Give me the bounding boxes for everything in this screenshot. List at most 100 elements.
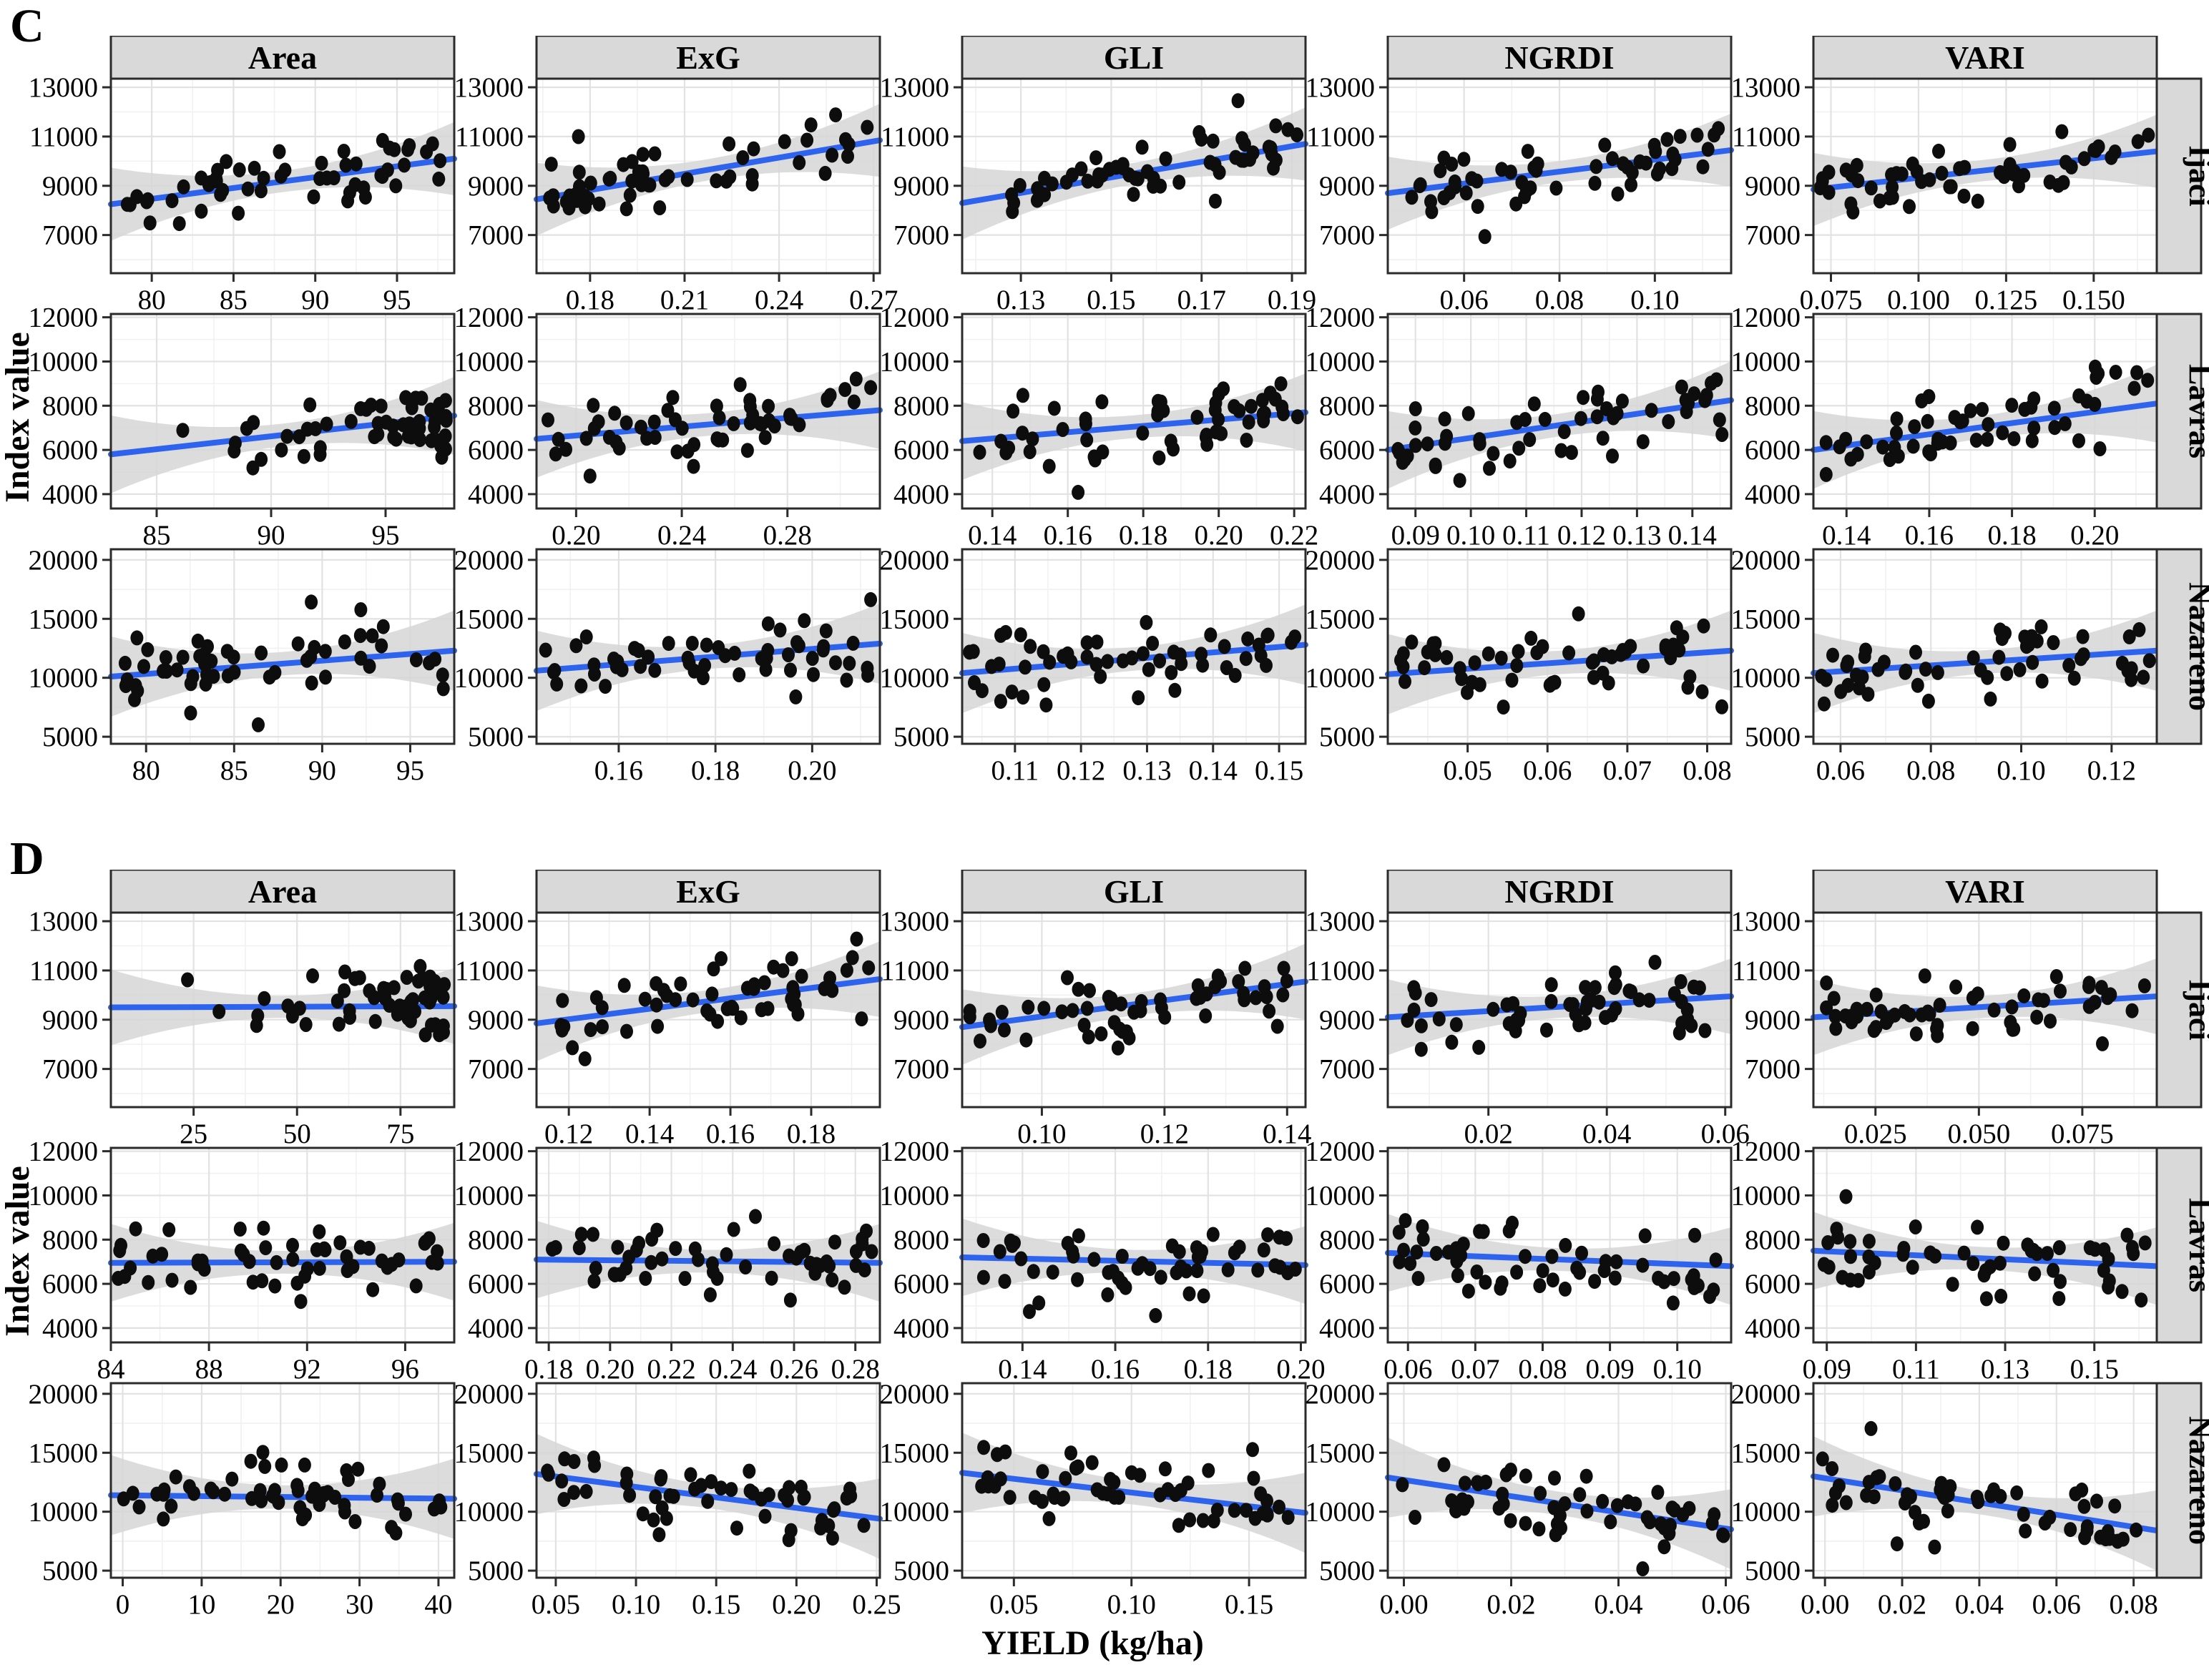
trend-line xyxy=(1811,647,2160,677)
x-tick-label: 0.12 xyxy=(544,1119,593,1149)
subplot-C-Nazareno-VARI: 0.06 0.08 0.10 0.12 5000 10000 15000 20000 Nazar… xyxy=(1731,545,2209,786)
y-tick-label: 7000 xyxy=(893,220,949,251)
x-tick-label: 0.18 xyxy=(691,755,740,785)
y-tick-label: 4000 xyxy=(42,479,98,510)
x-tick-label: 0.26 xyxy=(770,1354,818,1385)
plot-border xyxy=(109,1382,456,1579)
facet-strip-label: NGRDI xyxy=(1504,873,1614,910)
x-tick-label: 0.07 xyxy=(1603,755,1652,785)
x-tick-label: 84 xyxy=(97,1354,125,1385)
subplot-D-Ijaci-Area: 25 50 75 7000 9000 11000 13000 Area xyxy=(29,868,457,1149)
y-tick-label: 6000 xyxy=(42,1269,98,1300)
y-tick-label: 5000 xyxy=(468,722,524,752)
y-tick-label: 12000 xyxy=(1306,1136,1376,1167)
x-tick-label: 0.07 xyxy=(1451,1354,1499,1385)
y-tick-label: 10000 xyxy=(29,1497,99,1528)
y-tick-label: 5000 xyxy=(1745,722,1801,752)
x-tick-label: 85 xyxy=(220,285,248,315)
y-tick-label: 11000 xyxy=(1732,956,1801,986)
x-tick-label: 0.16 xyxy=(594,755,643,785)
x-tick-label: 0.18 xyxy=(1184,1354,1233,1385)
subplot-D-Ijaci-ExG: 0.12 0.14 0.16 0.18 7000 9000 11000 13000 ExG xyxy=(454,868,883,1149)
y-tick-label: 11000 xyxy=(29,956,98,986)
x-tick-label: 95 xyxy=(372,520,400,551)
y-tick-label: 10000 xyxy=(29,1180,99,1211)
y-tick-label: 10000 xyxy=(880,1497,950,1528)
y-tick-label: 13000 xyxy=(880,72,950,103)
plot-border xyxy=(1386,313,1733,510)
y-tick-label: 9000 xyxy=(1319,1005,1375,1036)
facet-strip-label: GLI xyxy=(1104,39,1164,76)
facet-strip-GLI xyxy=(961,34,1307,80)
scatter-points xyxy=(120,132,447,232)
x-tick-label: 0.02 xyxy=(1464,1119,1513,1149)
plot-border xyxy=(1386,1146,1733,1344)
y-tick-label: 10000 xyxy=(1731,1180,1801,1211)
facet-row-label: Ijaci xyxy=(2183,979,2209,1041)
scatter-points xyxy=(963,961,1293,1056)
x-tick-label: 90 xyxy=(258,520,285,551)
y-tick-label: 8000 xyxy=(893,390,949,421)
x-tick-label: 85 xyxy=(220,755,248,785)
subplot-C-Lavras-GLI: 0.14 0.16 0.18 0.20 0.22 4000 6000 8000 10000 120… xyxy=(880,303,1319,551)
x-tick-label: 0.02 xyxy=(1878,1589,1926,1620)
y-tick-label: 6000 xyxy=(468,1269,524,1300)
x-tick-label: 0.20 xyxy=(552,520,600,551)
x-tick-label: 50 xyxy=(283,1119,311,1149)
y-tick-label: 15000 xyxy=(1731,604,1801,634)
subplot-C-Ijaci-GLI: 0.13 0.15 0.17 0.19 7000 9000 11000 13000 GLI xyxy=(880,34,1316,315)
x-tick-label: 0.12 xyxy=(1140,1119,1189,1149)
subplot-C-Nazareno-ExG: 0.16 0.18 0.20 5000 10000 15000 20000 xyxy=(454,545,883,786)
scatter-points xyxy=(543,107,874,217)
y-tick-label: 10000 xyxy=(880,346,950,377)
y-tick-label: 12000 xyxy=(880,1136,950,1167)
x-tick-label: 0.11 xyxy=(991,755,1039,785)
y-tick-label: 8000 xyxy=(42,390,98,421)
y-tick-label: 15000 xyxy=(454,604,524,634)
x-tick-label: 88 xyxy=(195,1354,223,1385)
plot-border xyxy=(961,1382,1307,1579)
subplot-D-Lavras-NGRDI: 0.06 0.07 0.08 0.09 0.10 4000 6000 8000 10000 120… xyxy=(1306,1136,1734,1385)
subplot-D-Ijaci-VARI: 0.025 0.050 0.075 7000 9000 11000 13000 VARI Ija… xyxy=(1731,868,2209,1149)
y-tick-label: 5000 xyxy=(42,1556,98,1586)
facet-strip-ExG xyxy=(535,34,881,80)
x-tick-label: 0.19 xyxy=(1268,285,1316,315)
x-tick-label: 0.16 xyxy=(1091,1354,1140,1385)
x-tick-label: 0.22 xyxy=(647,1354,695,1385)
y-tick-label: 8000 xyxy=(1319,1224,1375,1255)
x-tick-label: 0.14 xyxy=(1263,1119,1311,1149)
x-tick-label: 0.24 xyxy=(755,285,803,315)
y-tick-label: 7000 xyxy=(1745,1054,1801,1085)
x-tick-label: 10 xyxy=(187,1589,215,1620)
y-tick-label: 4000 xyxy=(1319,479,1375,510)
y-tick-label: 5000 xyxy=(1319,1556,1375,1586)
plot-border xyxy=(535,1146,881,1344)
y-tick-label: 8000 xyxy=(468,1224,524,1255)
x-tick-label: 0.14 xyxy=(998,1354,1047,1385)
y-tick-label: 13000 xyxy=(454,906,524,937)
facet-strip-Ijaci xyxy=(2155,77,2203,275)
y-axis-title: Index value xyxy=(0,332,36,503)
plot-border xyxy=(109,1146,456,1344)
facet-strip-label: ExG xyxy=(676,873,740,910)
y-tick-label: 12000 xyxy=(29,303,99,333)
subplot-C-Nazareno-Area: 80 85 90 95 5000 10000 15000 20000 xyxy=(29,545,457,786)
scatter-points xyxy=(1391,372,1729,488)
facet-strip-label: ExG xyxy=(676,39,740,76)
scatter-points xyxy=(1401,955,1712,1057)
x-tick-label: 20 xyxy=(267,1589,295,1620)
y-tick-label: 12000 xyxy=(454,303,524,333)
y-tick-label: 5000 xyxy=(468,1556,524,1586)
x-tick-label: 0.15 xyxy=(1255,755,1303,785)
subplot-D-Nazareno-VARI: 0.00 0.02 0.04 0.06 0.08 5000 10000 15000 20000 N… xyxy=(1731,1379,2209,1620)
facet-strip-NGRDI xyxy=(1386,34,1733,80)
x-tick-label: 0.125 xyxy=(1975,285,2038,315)
x-tick-label: 0.12 xyxy=(1057,755,1105,785)
y-tick-label: 6000 xyxy=(1745,435,1801,466)
y-tick-label: 13000 xyxy=(1731,72,1801,103)
x-tick-label: 0.20 xyxy=(2070,520,2119,551)
y-tick-label: 8000 xyxy=(468,390,524,421)
y-tick-label: 10000 xyxy=(454,663,524,694)
y-tick-label: 10000 xyxy=(454,346,524,377)
y-tick-label: 7000 xyxy=(42,220,98,251)
